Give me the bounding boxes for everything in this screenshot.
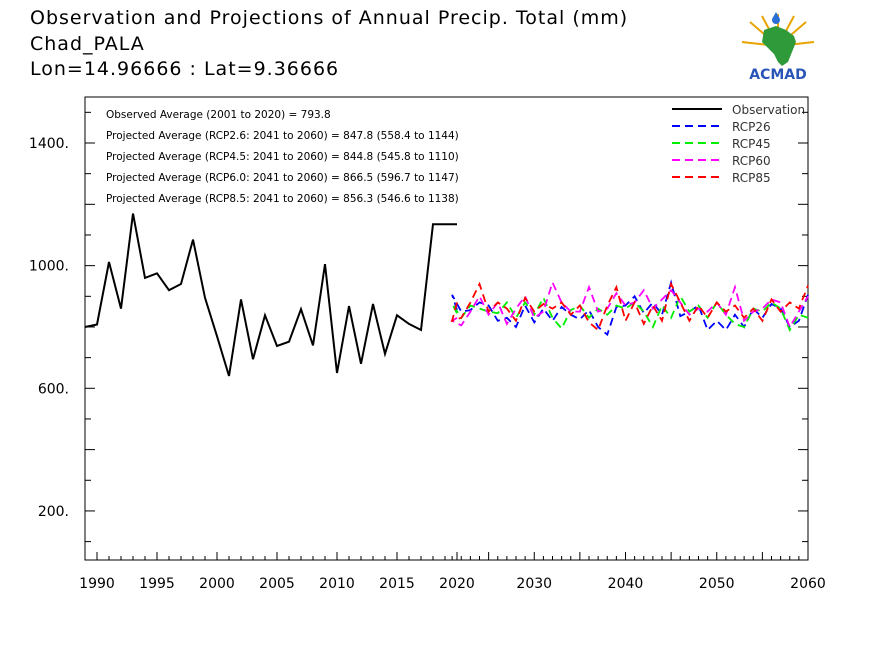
legend-label-rcp26: RCP26 — [732, 120, 771, 134]
series-line-rcp45 — [451, 294, 809, 332]
average-note: Projected Average (RCP2.6: 2041 to 2060)… — [106, 130, 459, 142]
legend-label-observation: Observation — [732, 103, 805, 117]
y-tick-label: 200. — [38, 504, 69, 520]
series-lines — [84, 213, 809, 377]
series-line-rcp85 — [450, 281, 809, 332]
x-axis: 1990 1995 2000 2005 2010 2015 2020 2030 2040 2050… — [79, 552, 826, 592]
series-line-rcp60 — [450, 279, 809, 330]
acmad-logo: ACMAD — [738, 8, 818, 84]
series-line-observation — [84, 213, 457, 377]
y-axis: 200. 600. 1000. 1400. — [29, 111, 808, 543]
chart-title: Observation and Projections of Annual Pr… — [30, 7, 629, 29]
average-annotations: Observed Average (2001 to 2020) = 793.8 P… — [106, 109, 459, 205]
y-tick-label: 1400. — [29, 136, 69, 152]
x-tick-label: 2010 — [319, 576, 355, 592]
plot-area — [84, 96, 809, 561]
legend-label-rcp85: RCP85 — [732, 171, 771, 185]
x-tick-label: 2005 — [259, 576, 295, 592]
africa-map-icon: ACMAD — [741, 12, 815, 83]
x-tick-label: 1990 — [79, 576, 115, 592]
y-tick-label: 600. — [38, 381, 69, 397]
svg-text:ACMAD: ACMAD — [749, 67, 807, 83]
series-line-rcp26 — [451, 279, 809, 337]
legend-label-rcp45: RCP45 — [732, 137, 771, 151]
x-tick-label: 2030 — [516, 576, 552, 592]
y-tick-label: 1000. — [29, 259, 69, 275]
average-note: Projected Average (RCP4.5: 2041 to 2060)… — [106, 151, 459, 163]
x-tick-label: 2050 — [699, 576, 735, 592]
x-tick-label: 1995 — [139, 576, 175, 592]
average-note: Projected Average (RCP8.5: 2041 to 2060)… — [106, 193, 459, 205]
x-tick-label: 2020 — [439, 576, 475, 592]
legend: Observation RCP26 RCP45 RCP60 RCP85 — [672, 103, 805, 185]
x-tick-label: 2060 — [790, 576, 826, 592]
location-label: Chad_PALA — [30, 33, 145, 55]
average-note: Projected Average (RCP6.0: 2041 to 2060)… — [106, 172, 459, 184]
x-tick-label: 2040 — [608, 576, 644, 592]
x-tick-label: 2015 — [379, 576, 415, 592]
coordinates-label: Lon=14.96666 : Lat=9.36666 — [30, 58, 340, 80]
legend-label-rcp60: RCP60 — [732, 154, 771, 168]
x-tick-label: 2000 — [199, 576, 235, 592]
average-note: Observed Average (2001 to 2020) = 793.8 — [106, 109, 331, 121]
